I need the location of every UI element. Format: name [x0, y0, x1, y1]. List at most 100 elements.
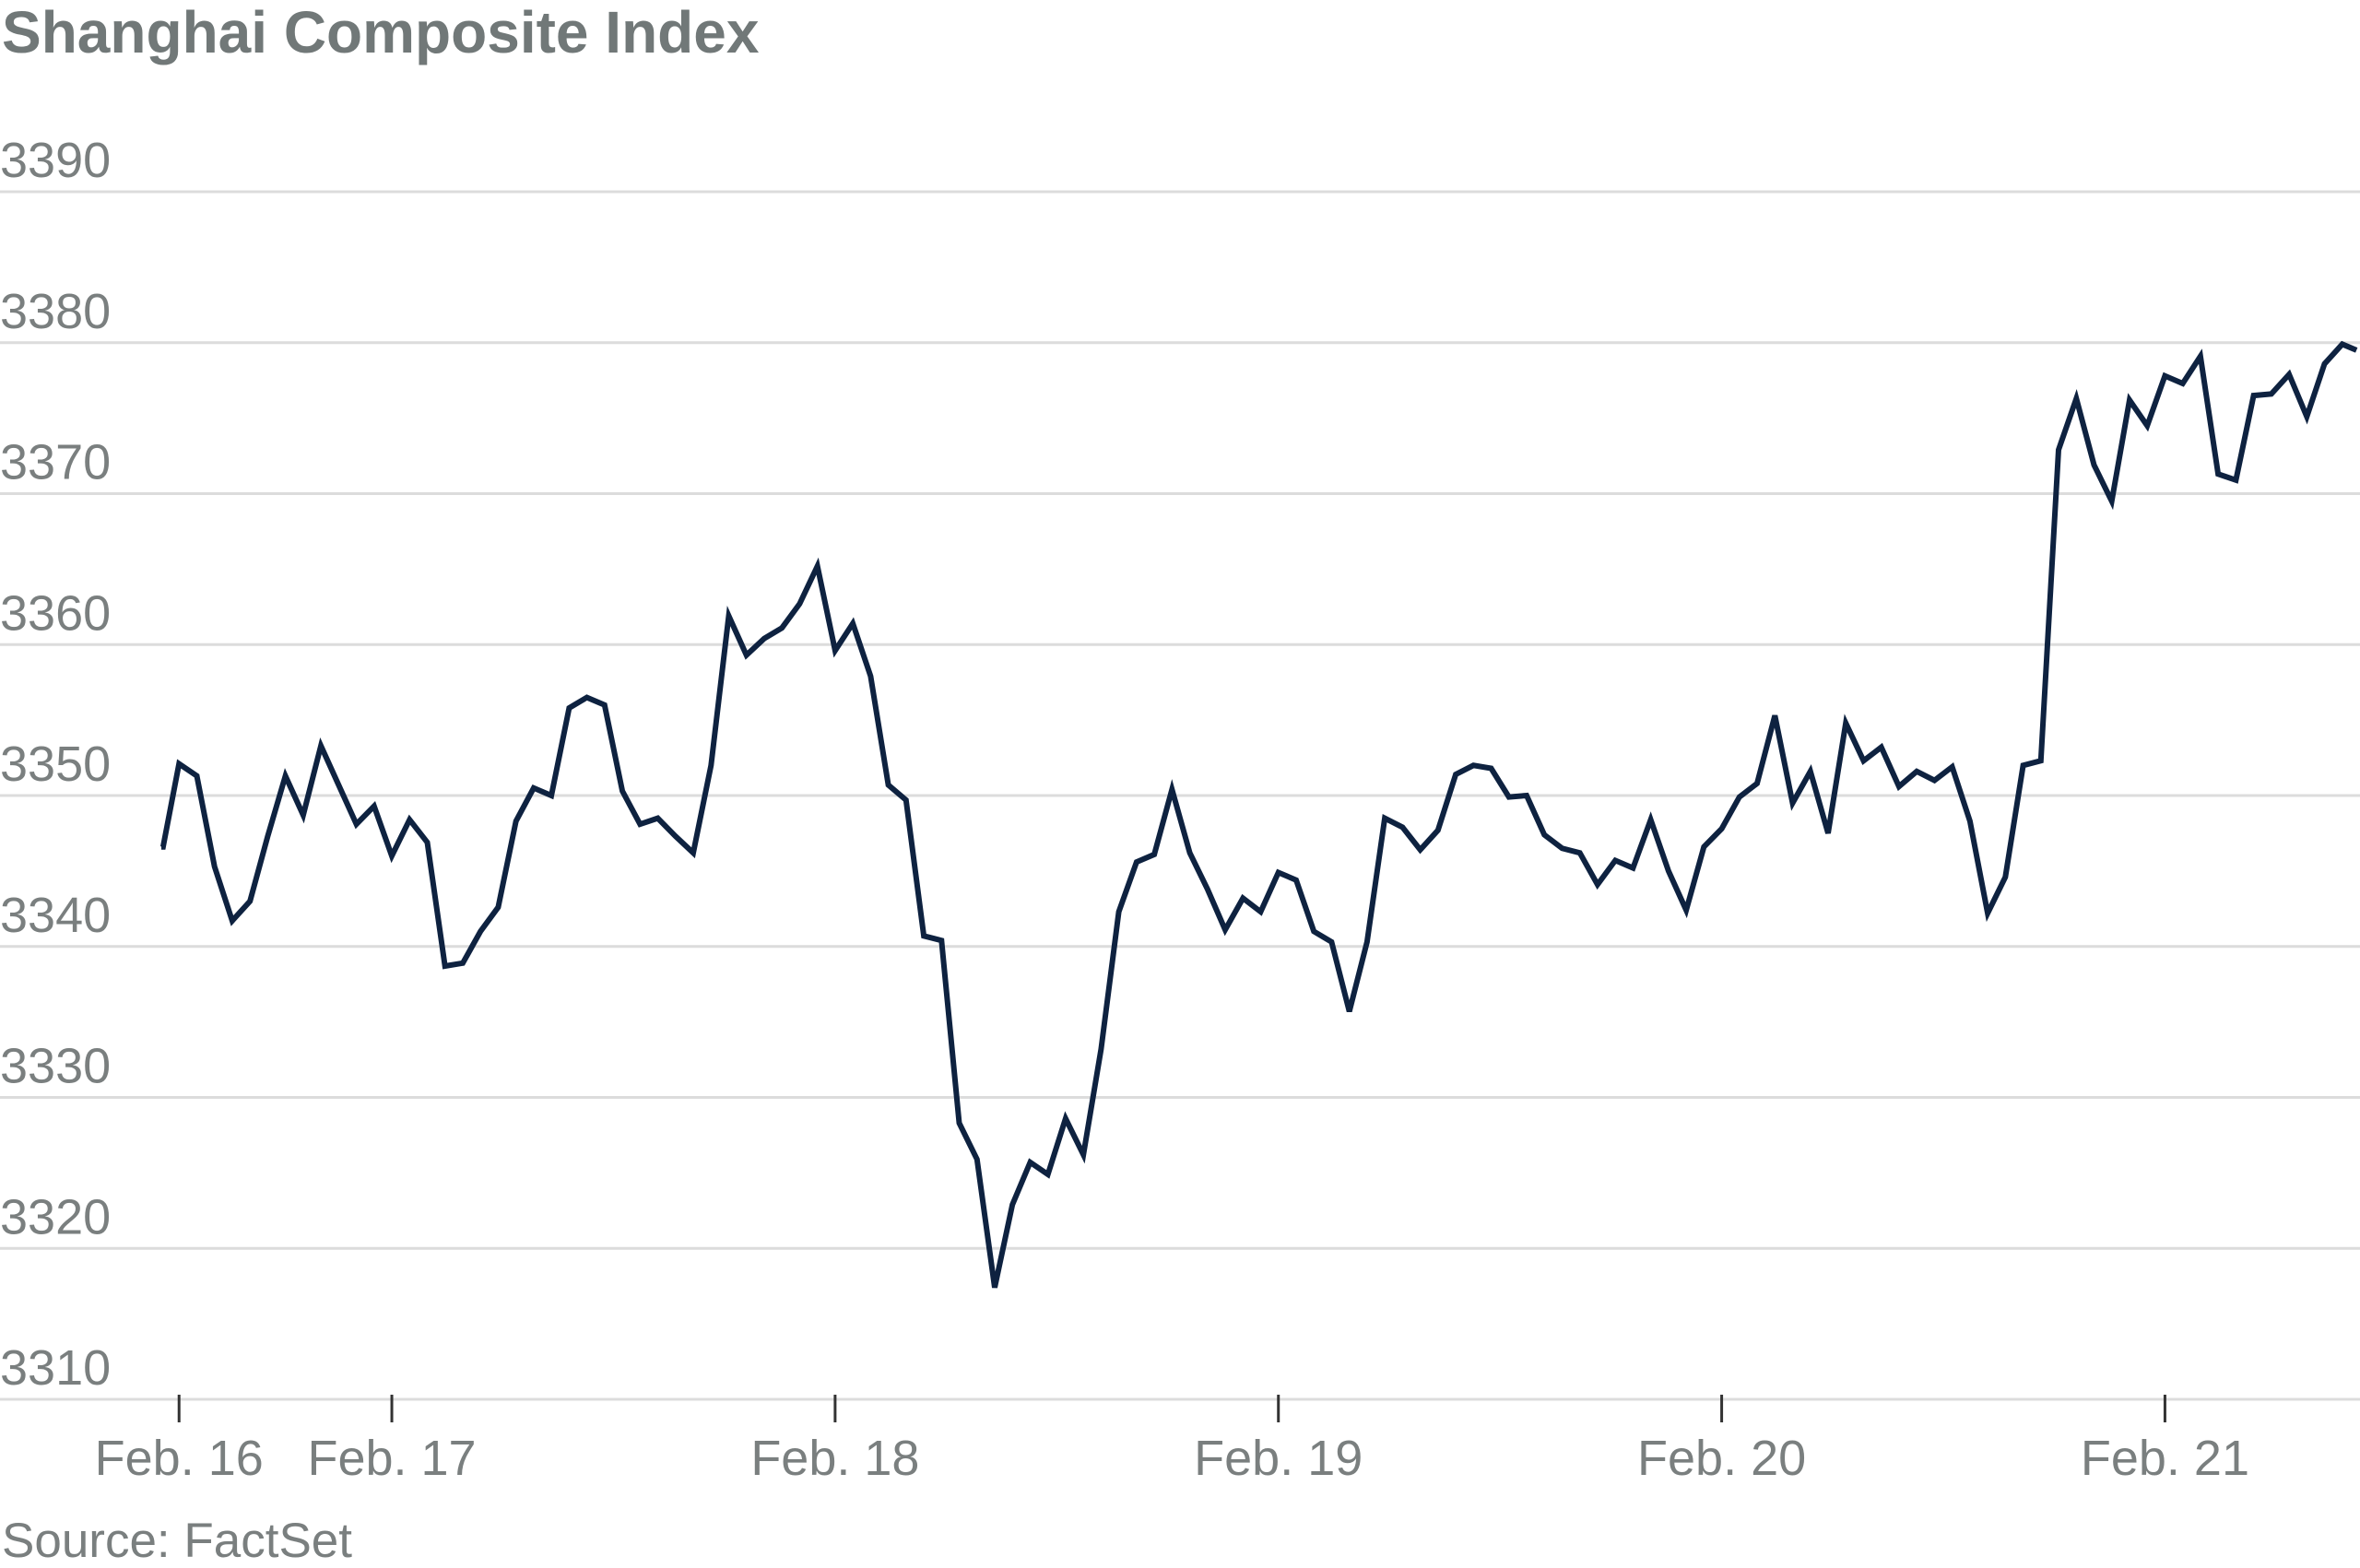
data-point: [2217, 473, 2220, 476]
data-point: [301, 814, 304, 817]
data-point: [1224, 928, 1227, 931]
data-point: [958, 1122, 961, 1125]
data-point: [1206, 888, 1209, 890]
data-point: [710, 764, 713, 767]
data-point: [1614, 859, 1617, 862]
data-point: [1490, 767, 1493, 770]
data-point: [1011, 1203, 1014, 1206]
data-point: [1295, 878, 1298, 881]
data-point: [2323, 362, 2326, 365]
data-point: [2110, 500, 2113, 502]
data-point: [585, 696, 588, 699]
data-point: [1703, 845, 1705, 848]
x-tick-label: Feb. 17: [307, 1431, 476, 1486]
data-point: [940, 939, 943, 942]
data-point: [1632, 867, 1634, 869]
data-point: [2306, 416, 2308, 419]
data-point: [249, 900, 252, 902]
series-line: [159, 340, 2358, 1289]
data-point: [2181, 383, 2184, 385]
data-point: [1242, 897, 1245, 900]
y-tick-label: 3310: [0, 1340, 111, 1396]
data-point: [2341, 343, 2343, 346]
data-point: [1082, 1153, 1085, 1156]
data-point: [1543, 833, 1546, 836]
data-point: [497, 906, 500, 909]
data-point: [1774, 714, 1776, 717]
chart-title: Shanghai Composite Index: [2, 0, 760, 65]
data-point: [1667, 869, 1670, 872]
data-point: [692, 852, 695, 855]
data-point: [2093, 464, 2095, 466]
data-point: [2355, 348, 2358, 351]
data-point: [1685, 909, 1688, 912]
data-point: [1880, 746, 1882, 749]
data-point: [1277, 871, 1280, 874]
y-tick-label: 3320: [0, 1189, 111, 1244]
data-point: [372, 805, 375, 808]
data-point: [568, 707, 571, 710]
data-point: [195, 774, 198, 777]
data-point: [2146, 424, 2149, 427]
y-tick-label: 3370: [0, 435, 111, 490]
data-point: [2004, 876, 2007, 878]
data-point: [479, 930, 482, 933]
data-point: [1561, 847, 1564, 850]
data-point: [2022, 764, 2024, 767]
x-tick-label: Feb. 20: [1637, 1431, 1806, 1486]
data-point: [1029, 1161, 1032, 1163]
data-point: [1897, 785, 1900, 788]
data-point: [1596, 883, 1599, 886]
data-point: [2235, 478, 2237, 481]
data-point: [1046, 1173, 1049, 1176]
y-tick-label: 3350: [0, 737, 111, 792]
data-point: [1791, 802, 1794, 805]
data-point: [1827, 831, 1830, 834]
data-point: [1756, 782, 1759, 784]
data-point: [745, 654, 748, 656]
data-point: [1720, 828, 1723, 831]
data-point: [284, 774, 287, 777]
data-point: [1951, 765, 1953, 768]
data-point: [2075, 397, 2078, 400]
y-axis: 3390 3380 3370 3360 3350 3340 3330 3320 3310: [0, 133, 111, 1396]
data-point: [1578, 852, 1581, 855]
data-point: [1259, 911, 1262, 914]
data-point: [656, 817, 659, 819]
data-point: [994, 1286, 997, 1289]
grid-lines: [0, 190, 2360, 1401]
data-point: [674, 835, 677, 838]
data-point: [727, 615, 730, 618]
data-point: [426, 841, 429, 843]
data-point: [178, 762, 181, 765]
data-point: [1348, 1010, 1351, 1013]
data-point: [1384, 817, 1386, 819]
x-tick-label: Feb. 19: [1194, 1431, 1363, 1486]
data-point: [161, 845, 164, 848]
data-point: [1472, 764, 1475, 767]
data-point: [1064, 1117, 1067, 1120]
x-axis: Feb. 16 Feb. 17 Feb. 18 Feb. 19 Feb. 20 Feb. …: [95, 1395, 2249, 1486]
data-point: [904, 798, 907, 801]
data-point: [2288, 373, 2291, 376]
data-point: [1419, 848, 1422, 851]
data-point: [1987, 912, 1989, 914]
data-point: [443, 965, 446, 968]
data-point: [852, 622, 855, 625]
data-point: [2039, 760, 2042, 762]
data-point: [514, 819, 517, 822]
data-point: [923, 935, 926, 937]
x-tick-label: Feb. 18: [750, 1431, 919, 1486]
data-point: [1117, 911, 1120, 914]
data-point: [603, 703, 606, 706]
y-tick-label: 3340: [0, 888, 111, 943]
data-point: [975, 1158, 978, 1161]
data-point: [266, 835, 269, 838]
data-point: [816, 565, 819, 568]
data-point: [1401, 826, 1404, 829]
data-point: [833, 649, 836, 652]
data-point: [1135, 861, 1138, 864]
data-point: [2270, 393, 2272, 395]
data-point: [2199, 355, 2201, 358]
